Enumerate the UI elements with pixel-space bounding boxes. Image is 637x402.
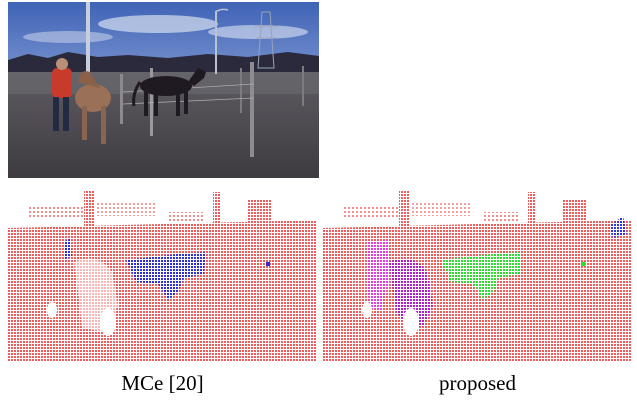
proposed-caption: proposed: [439, 371, 516, 395]
video-frame-image: [8, 2, 319, 178]
proposed-point-cloud: [323, 190, 632, 362]
proposed-segmentation-result: [323, 182, 632, 362]
mce-segmentation-result: [8, 182, 317, 362]
mce-caption: MCe [20]: [121, 371, 204, 395]
mce-point-cloud: [8, 190, 317, 362]
input-video-frame: [8, 2, 319, 178]
